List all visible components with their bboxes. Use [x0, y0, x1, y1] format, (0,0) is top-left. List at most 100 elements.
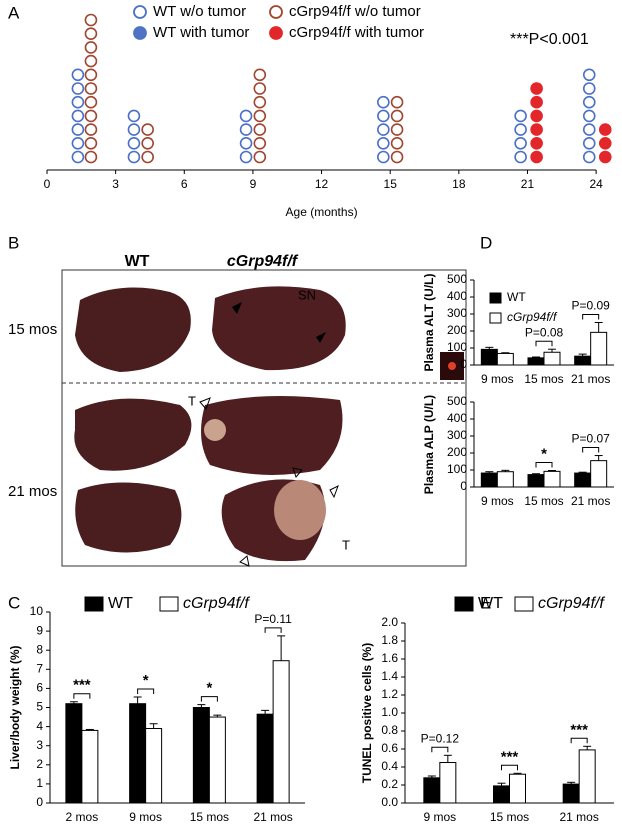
dot-column — [71, 68, 85, 164]
significance-label: P=0.11 — [254, 612, 292, 626]
bar — [208, 716, 226, 804]
y-tick-label: 0 — [460, 479, 467, 493]
bar — [439, 762, 457, 804]
dot — [377, 95, 390, 109]
legend-label: cGrp94f/f w/o tumor — [289, 3, 421, 20]
dot — [141, 123, 154, 136]
dot — [514, 109, 527, 123]
legend-marker — [133, 5, 147, 19]
legend-label: cGrp94f/f with tumor — [289, 24, 424, 41]
significance-label: * — [143, 672, 149, 689]
liver — [212, 286, 346, 371]
dot-column — [84, 13, 98, 164]
bar — [496, 471, 514, 488]
y-tick-label: 100 — [447, 340, 467, 354]
dot — [582, 123, 596, 136]
legend-swatch — [84, 596, 104, 612]
dot — [598, 137, 612, 150]
dot — [239, 150, 253, 164]
dot — [84, 95, 98, 109]
x-tick-label: 9 mos — [129, 810, 162, 824]
panel-letter: C — [8, 593, 20, 612]
dot — [390, 95, 404, 109]
x-tick-label: 9 mos — [423, 810, 456, 824]
dot — [84, 27, 98, 41]
dot — [514, 137, 527, 150]
x-tick-label: 18 — [452, 177, 466, 191]
annotation: ***P<0.001 — [510, 31, 589, 48]
dot — [530, 137, 543, 150]
y-tick-label: 0 — [460, 357, 467, 371]
y-axis-label: TUNEL positive cells (%) — [360, 643, 374, 783]
error-bar — [532, 356, 540, 358]
dot — [141, 150, 154, 164]
dot — [530, 82, 543, 95]
dot — [377, 123, 390, 136]
inset-spot — [448, 362, 456, 370]
error-bar — [69, 701, 78, 704]
dot — [71, 109, 85, 123]
y-tick-label: 500 — [447, 272, 467, 286]
dot — [71, 68, 85, 82]
legend-label: WT — [507, 290, 526, 304]
dot — [253, 95, 267, 109]
dot — [239, 109, 253, 123]
dot — [582, 68, 596, 82]
dot — [71, 123, 85, 136]
dot-column — [239, 109, 253, 164]
bar — [272, 660, 290, 804]
dot-column — [141, 123, 154, 164]
bracket — [73, 693, 91, 699]
x-tick-label: 21 mos — [571, 494, 610, 508]
dot — [377, 150, 390, 164]
dot — [84, 150, 98, 164]
dot-column — [598, 123, 612, 164]
dot — [514, 150, 527, 164]
dot — [514, 123, 527, 136]
y-tick-label: 300 — [447, 428, 467, 442]
significance-label: *** — [73, 677, 91, 694]
y-tick-label: 300 — [447, 306, 467, 320]
y-tick-label: 5 — [36, 700, 43, 714]
legend-marker — [269, 5, 283, 19]
x-tick-label: 9 mos — [481, 494, 514, 508]
legend-label: WT — [478, 595, 503, 612]
bar — [493, 785, 510, 804]
error-bar — [427, 775, 436, 778]
dot — [390, 109, 404, 123]
tumor — [204, 419, 226, 441]
arrowhead — [292, 467, 303, 478]
legend-label: WT with tumor — [153, 24, 249, 41]
row-label: 21 mos — [8, 483, 57, 500]
legend-label: cGrp94f/f — [507, 310, 558, 324]
y-axis-label: Plasma ALP (U/L) — [422, 395, 436, 494]
dot — [239, 123, 253, 136]
y-tick-label: 2.0 — [381, 615, 398, 629]
error-bar — [578, 353, 587, 357]
x-tick-label: 21 mos — [559, 810, 598, 824]
dot — [71, 95, 85, 109]
dot — [598, 150, 612, 164]
bar — [480, 348, 498, 366]
bar — [590, 331, 608, 366]
error-bar — [261, 709, 270, 715]
dot-column — [582, 68, 596, 164]
legend-swatch — [514, 596, 534, 612]
x-tick-label: 15 mos — [524, 494, 563, 508]
dot-column — [514, 109, 527, 164]
arrowhead — [239, 555, 250, 567]
bar — [81, 729, 99, 804]
error-bar — [277, 635, 286, 661]
dot — [84, 68, 98, 82]
dot — [84, 41, 98, 54]
y-tick-label: 0.0 — [381, 795, 398, 809]
panel-letter: A — [8, 3, 20, 22]
significance-label: P=0.09 — [571, 299, 610, 313]
bracket — [570, 737, 588, 744]
dot-column — [127, 109, 141, 164]
dot — [390, 150, 404, 164]
error-bar — [497, 782, 506, 786]
error-bar — [548, 470, 556, 472]
significance-label: P=0.08 — [525, 325, 564, 339]
